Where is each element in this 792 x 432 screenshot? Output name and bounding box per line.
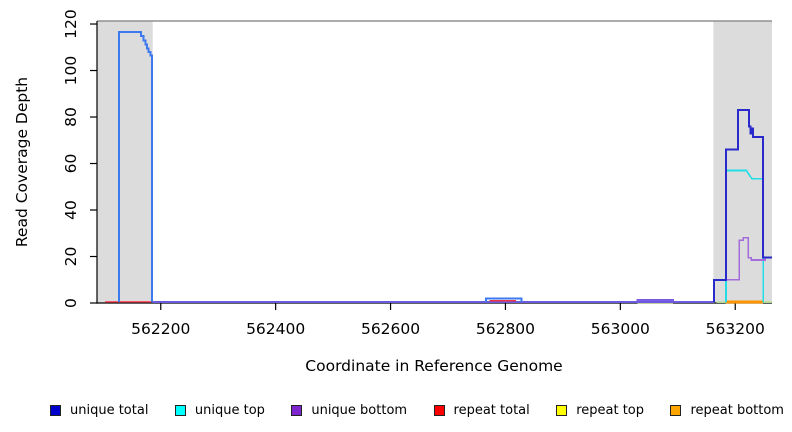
series-line: [713, 109, 772, 303]
unique-top-swatch-icon: [174, 404, 186, 416]
x-tick-label: 562200: [131, 320, 190, 338]
y-tick-label: 120: [62, 9, 80, 39]
x-tick-label: 563200: [706, 320, 765, 338]
series-line: [484, 297, 523, 303]
x-axis-title: Coordinate in Reference Genome: [305, 357, 562, 375]
repeat-total-swatch-icon: [433, 404, 445, 416]
repeat-bottom-swatch-icon: [670, 404, 682, 416]
legend-item-label: unique top: [194, 402, 265, 418]
y-tick-label: 80: [62, 107, 80, 127]
x-tick-label: 563000: [591, 320, 650, 338]
legend-item-unique-bottom: unique bottom: [291, 403, 407, 418]
y-axis-title: Read Coverage Depth: [13, 77, 31, 247]
repeat-region-left: [97, 21, 153, 303]
repeat-shaded-regions: [97, 21, 772, 303]
y-tick-label: 60: [62, 154, 80, 174]
coverage-series-lines: [105, 31, 772, 304]
unique-total-swatch-icon: [50, 404, 61, 416]
y-tick-label: 100: [62, 56, 80, 86]
legend-item-repeat-top: repeat top: [556, 403, 644, 418]
y-tick-label: 40: [62, 200, 80, 220]
legend-item-label: repeat top: [576, 402, 644, 418]
legend-item-label: repeat total: [453, 402, 530, 418]
x-tick-label: 562400: [246, 320, 305, 338]
series-line: [725, 169, 765, 303]
legend-item-unique-total: unique total: [50, 403, 148, 418]
y-tick-label: 0: [62, 298, 80, 308]
repeat-top-swatch-icon: [556, 404, 568, 416]
legend-item-label: unique bottom: [311, 402, 408, 418]
legend-item-repeat-total: repeat total: [433, 402, 530, 418]
series-line: [636, 299, 675, 303]
legend-item-label: unique total: [70, 402, 149, 418]
y-tick-label: 20: [62, 247, 80, 267]
x-tick-label: 562600: [361, 320, 420, 338]
series-line: [117, 31, 154, 303]
legend-item-unique-top: unique top: [174, 402, 265, 418]
legend-item-label: repeat bottom: [690, 402, 784, 418]
plot-axes: 562200 562400 562600 562800 563000 563200 0 20 4…: [62, 9, 772, 338]
series-line: [713, 237, 772, 303]
legend: unique total unique top unique bottom re…: [50, 399, 784, 421]
x-tick-label: 562800: [476, 320, 535, 338]
coverage-plot: 562200 562400 562600 562800 563000 563200 0 20 4…: [13, 9, 772, 375]
legend-item-repeat-bottom: repeat bottom: [670, 403, 784, 418]
unique-bottom-swatch-icon: [291, 404, 303, 416]
